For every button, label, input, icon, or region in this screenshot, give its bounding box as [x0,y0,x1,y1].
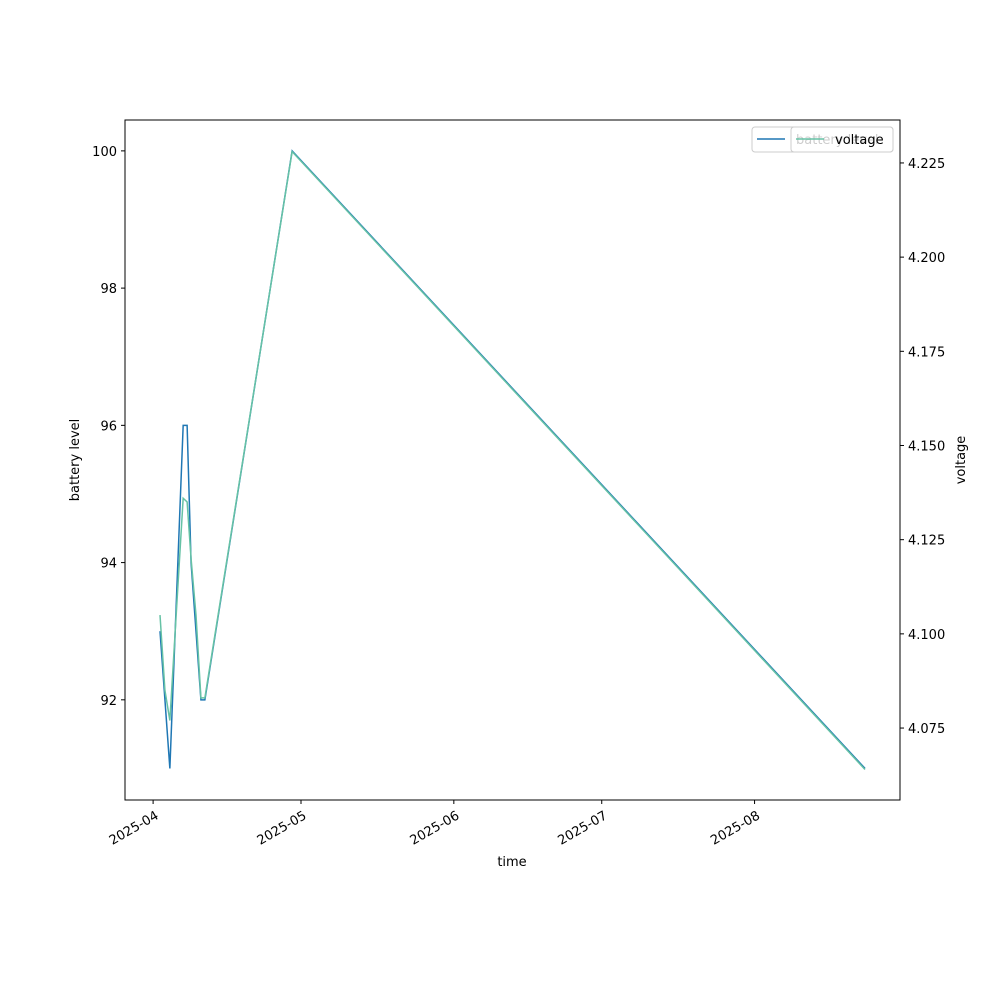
y2-tick-label: 4.200 [908,251,945,266]
plot-frame [124,119,901,801]
y2-tick-label: 4.125 [908,534,945,549]
y-tick-label: 96 [100,419,117,434]
y2-axis-label: voltage [954,436,969,485]
y-tick-label: 100 [92,145,117,160]
y2-tick-label: 4.225 [908,157,945,172]
y2-tick-label: 4.150 [908,439,945,454]
legend-box [790,126,894,153]
y-tick-label: 94 [100,557,117,572]
x-axis-label: time [497,855,526,870]
y2-tick-label: 4.100 [908,628,945,643]
y2-tick-label: 4.075 [908,722,945,737]
legend-label: voltage [835,133,884,148]
y2-tick-label: 4.175 [908,345,945,360]
series-line [159,150,866,770]
y-tick-label: 92 [100,694,117,709]
y-axis-label: battery level [68,419,83,502]
y-tick-label: 98 [100,282,117,297]
